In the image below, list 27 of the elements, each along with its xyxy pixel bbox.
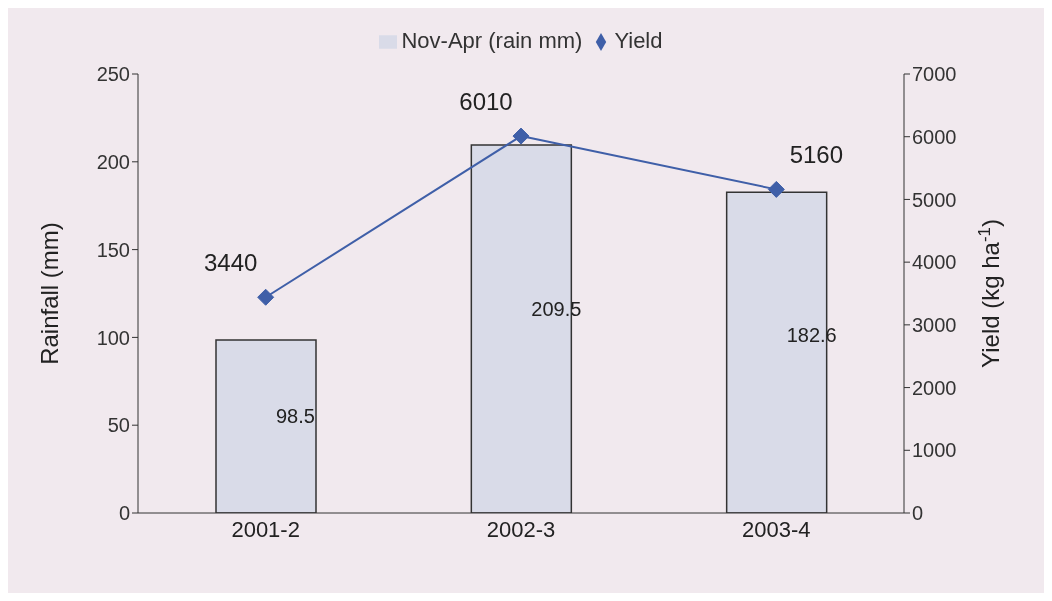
point	[767, 180, 785, 198]
y-tick-label: 0	[118, 502, 130, 525]
data-label: 98.5	[276, 405, 315, 428]
y-axis-title: Rainfall (mm)	[36, 222, 63, 365]
y2-tick-label: 1000	[912, 439, 957, 462]
data-label: 5160	[789, 141, 844, 169]
point	[257, 288, 275, 306]
data-label: 6010	[459, 88, 513, 116]
data-label: 3440	[203, 249, 258, 277]
y2-tick-label: 3000	[912, 313, 957, 336]
x-tick-label: 2001-2	[231, 516, 300, 542]
y2-tick-label: 6000	[912, 125, 957, 148]
y-tick-label: 50	[107, 414, 130, 437]
y-tick-label: 100	[96, 326, 130, 349]
point	[512, 127, 530, 145]
y2-tick-label: 0	[912, 502, 924, 525]
y-tick-label: 150	[96, 238, 130, 261]
y2-tick-label: 4000	[912, 251, 957, 274]
legend-label: Nov-Apr (rain mm)	[401, 28, 583, 53]
y2-tick-label: 5000	[912, 188, 957, 211]
x-tick-label: 2002-3	[486, 516, 556, 542]
y-tick-label: 250	[96, 63, 130, 86]
legend-label: Yield	[614, 28, 663, 53]
x-tick-label: 2003-4	[742, 516, 811, 542]
y2-tick-label: 2000	[912, 376, 957, 399]
y2-tick-label: 7000	[912, 63, 957, 86]
y-tick-label: 200	[96, 150, 130, 173]
